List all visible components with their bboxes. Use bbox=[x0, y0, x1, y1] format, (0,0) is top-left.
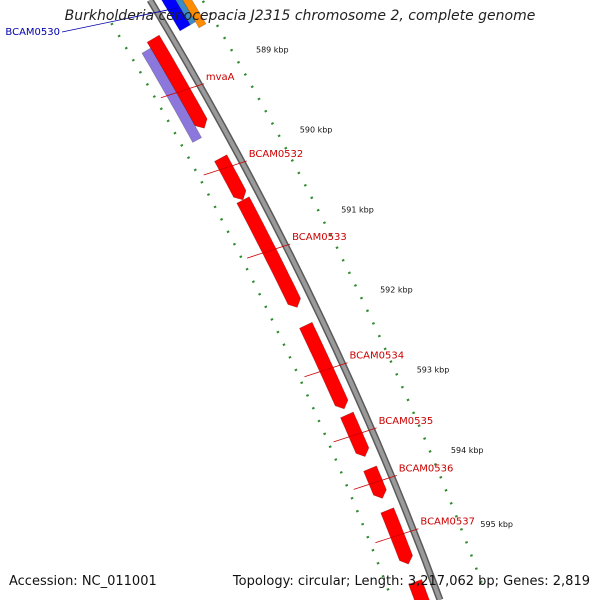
gene-label[interactable]: BCAM0536 bbox=[399, 463, 454, 474]
leader-line bbox=[304, 362, 348, 378]
leader-line bbox=[203, 160, 247, 176]
map-title: Burkholderia cenocepacia J2315 chromosom… bbox=[64, 8, 536, 24]
gene-label[interactable]: BCAM0530 bbox=[5, 27, 60, 38]
gene-bcam0533-arrow[interactable] bbox=[236, 196, 301, 308]
leader-line bbox=[333, 427, 377, 443]
gc-dotted-ring bbox=[200, 0, 484, 585]
tick-label: 590 kbp bbox=[300, 125, 333, 134]
topology-summary: Topology: circular; Length: 3,217,062 bp… bbox=[232, 574, 590, 589]
gene-bcam0535-arrow[interactable] bbox=[340, 411, 370, 458]
tick-label: 593 kbp bbox=[417, 366, 450, 375]
gene-orange-arrow[interactable] bbox=[174, 0, 207, 29]
tick-label: 595 kbp bbox=[480, 520, 513, 529]
gene-label[interactable]: mvaA bbox=[206, 72, 235, 83]
tick-label: 594 kbp bbox=[451, 446, 484, 455]
gene-label[interactable]: BCAM0534 bbox=[350, 351, 405, 362]
leader-line bbox=[375, 528, 419, 544]
gene-mvaA-arrow[interactable] bbox=[146, 34, 208, 129]
gene-next-arrow[interactable] bbox=[408, 579, 431, 600]
gene-mvaA-domain[interactable] bbox=[141, 47, 202, 143]
accession-text: Accession: NC_011001 bbox=[9, 574, 157, 589]
leader-line bbox=[160, 83, 205, 99]
gene-bcam0534-arrow[interactable] bbox=[299, 321, 349, 410]
leader-line bbox=[61, 7, 179, 33]
tick-label: 589 kbp bbox=[256, 45, 289, 54]
tick-label: 591 kbp bbox=[341, 205, 374, 214]
gene-label[interactable]: BCAM0532 bbox=[249, 149, 304, 160]
gene-label[interactable]: BCAM0535 bbox=[379, 416, 434, 427]
backbone-ring bbox=[148, 0, 442, 600]
gene-bcam0532-arrow[interactable] bbox=[214, 154, 247, 201]
tick-label: 592 kbp bbox=[380, 286, 413, 295]
leader-line bbox=[246, 243, 291, 259]
gene-label[interactable]: BCAM0537 bbox=[420, 517, 475, 528]
gene-label[interactable]: BCAM0533 bbox=[292, 232, 347, 243]
outer-dotted-ring bbox=[110, 22, 394, 600]
leader-line bbox=[353, 475, 397, 490]
